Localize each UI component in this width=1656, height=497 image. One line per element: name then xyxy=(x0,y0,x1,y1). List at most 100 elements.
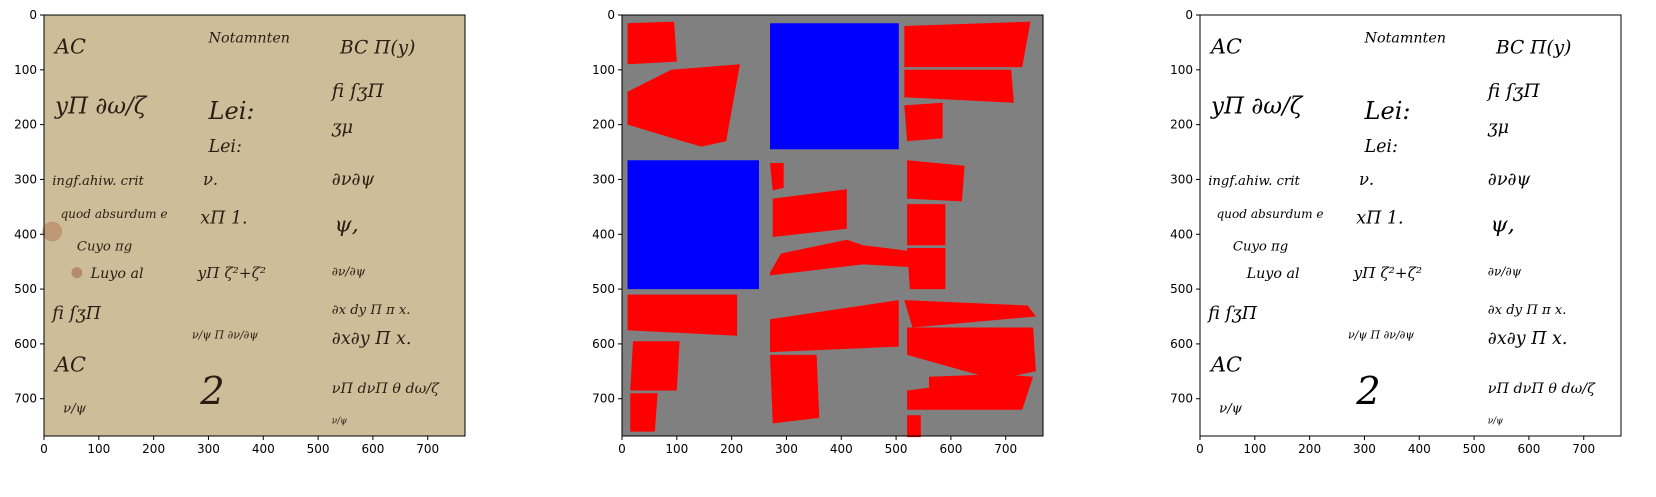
original-x-tick-label: 300 xyxy=(197,442,220,456)
original-axes-frame xyxy=(43,14,466,437)
binarized-handwriting: Lei: xyxy=(1363,97,1410,125)
original-y-tick-label: 300 xyxy=(14,172,37,186)
mask-x-tick-label: 0 xyxy=(618,442,626,456)
mask-axes-frame xyxy=(621,14,1044,437)
original-y-tick-label: 500 xyxy=(14,282,37,296)
binarized-y-tick-label: 400 xyxy=(1170,227,1193,241)
binarized-handwriting: ingf.ahiw. crit xyxy=(1208,174,1300,189)
mask-x-tick-label: 600 xyxy=(939,442,962,456)
binarized-handwriting: νΠ dνΠ θ dω/ζ xyxy=(1488,381,1596,397)
mask-text-region xyxy=(772,189,847,237)
binarized-x-tick-label: 200 xyxy=(1298,442,1321,456)
original-x-tick-label: 600 xyxy=(361,442,384,456)
binarized-handwriting: xΠ 1. xyxy=(1356,208,1403,228)
original-handwriting: ν. xyxy=(203,170,218,189)
original-handwriting: Cuyo πg xyxy=(77,240,132,255)
mask-text-region xyxy=(904,102,943,142)
original-handwriting: BC Π(y) xyxy=(339,37,415,58)
original-handwriting: yΠ ∂ω/ζ xyxy=(54,94,148,120)
original-handwriting: ∂x dy Π π x. xyxy=(332,303,411,318)
original-handwriting: xΠ 1. xyxy=(200,208,247,228)
original-handwriting: Lei: xyxy=(207,137,241,157)
original-y-tick-label: 400 xyxy=(14,227,37,241)
mask-y-tick-label: 200 xyxy=(592,118,615,132)
binarized-y-tick-label: 700 xyxy=(1170,392,1193,406)
mask-text-region xyxy=(907,327,1036,380)
binarized-handwriting: yΠ ζ²+ζ² xyxy=(1352,264,1422,282)
original-handwriting: yΠ ζ²+ζ² xyxy=(196,264,266,282)
binarized-y-tick-label: 300 xyxy=(1170,172,1193,186)
binarized-handwriting: Lei: xyxy=(1363,137,1397,157)
mask-x-tick-label: 100 xyxy=(665,442,688,456)
original-y-tick-label: 100 xyxy=(14,63,37,77)
original-handwriting: quod absurdum e xyxy=(60,207,167,221)
binarized-background xyxy=(1200,15,1621,436)
original-handwriting: Luyo al xyxy=(90,266,144,282)
binarized-output-plot: AC Notamnten BC Π(y) fi ſʒΠ yΠ ∂ω/ζ Lei: Lei: ʒ… xyxy=(1170,8,1622,456)
mask-y-tick-label: 100 xyxy=(592,63,615,77)
binarized-y-tick-label: 200 xyxy=(1170,118,1193,132)
original-handwriting: AC xyxy=(53,34,86,58)
binarized-x-tick-label: 0 xyxy=(1196,442,1204,456)
binarized-handwriting: quod absurdum e xyxy=(1216,207,1323,221)
panel-original-manuscript: AC Notamnten BC Π(y) fi ſʒΠ yΠ ∂ω/ζ Lei: Lei: ʒ… xyxy=(0,0,578,497)
mask-text-region xyxy=(770,163,784,191)
original-handwriting: ν/ψ xyxy=(63,401,86,416)
binarized-y-tick-label: 500 xyxy=(1170,282,1193,296)
panel-binarized-output: AC Notamnten BC Π(y) fi ſʒΠ yΠ ∂ω/ζ Lei: Lei: ʒ… xyxy=(1156,0,1656,497)
mask-text-region xyxy=(904,69,1014,103)
binarized-x-tick-label: 700 xyxy=(1572,442,1595,456)
mask-y-tick-label: 600 xyxy=(592,337,615,351)
binarized-handwriting: fi ſʒΠ xyxy=(1486,81,1541,102)
original-background xyxy=(44,15,465,436)
binarized-handwriting: yΠ ∂ω/ζ xyxy=(1210,94,1304,120)
original-handwriting: ingf.ahiw. crit xyxy=(52,174,144,189)
original-x-tick-label: 200 xyxy=(142,442,165,456)
mask-y-tick-label: 400 xyxy=(592,227,615,241)
mask-text-region xyxy=(904,21,1031,68)
original-handwriting: fi ſʒΠ xyxy=(50,304,102,324)
original-x-tick-label: 500 xyxy=(307,442,330,456)
mask-text-region xyxy=(907,374,1034,410)
mask-text-region xyxy=(627,294,738,336)
mask-text-region xyxy=(770,300,899,353)
binarized-handwriting: AC xyxy=(1209,34,1242,58)
mask-x-tick-label: 200 xyxy=(720,442,743,456)
binarized-handwriting: AC xyxy=(1209,352,1242,376)
original-handwriting: ʒμ xyxy=(331,118,353,138)
binarized-handwriting: fi ſʒΠ xyxy=(1206,304,1258,324)
binarized-handwriting: ν. xyxy=(1359,170,1374,189)
binarized-axes-frame xyxy=(1199,14,1622,437)
original-handwriting: fi ſʒΠ xyxy=(330,81,385,102)
mask-image-region xyxy=(770,23,899,150)
binarized-y-tick-label: 600 xyxy=(1170,337,1193,351)
mask-text-region xyxy=(627,21,677,65)
mask-x-tick-label: 400 xyxy=(830,442,853,456)
binarized-handwriting: ∂ν∂ψ xyxy=(1488,170,1531,190)
binarized-handwriting: ∂x dy Π π x. xyxy=(1488,303,1567,318)
binarized-handwriting: Notamnten xyxy=(1363,30,1446,46)
manuscript-stain xyxy=(42,221,63,242)
binarized-x-tick-label: 400 xyxy=(1408,442,1431,456)
segmentation-mask-plot: 0 100 200 300 400 500 600 700 0 100 200 300 400 500 60… xyxy=(592,8,1044,456)
original-handwriting: ∂ν/∂ψ xyxy=(332,264,366,278)
original-y-tick-label: 0 xyxy=(29,8,37,22)
original-handwriting: νΠ dνΠ θ dω/ζ xyxy=(332,381,440,397)
binarized-handwriting: Luyo al xyxy=(1246,266,1300,282)
original-handwriting: Notamnten xyxy=(207,30,290,46)
mask-x-tick-label: 500 xyxy=(885,442,908,456)
original-handwriting: ∂ν∂ψ xyxy=(332,170,375,190)
original-handwriting: Lei: xyxy=(207,97,254,125)
mask-text-region xyxy=(627,64,740,147)
binarized-x-tick-label: 500 xyxy=(1463,442,1486,456)
mask-x-tick-label: 300 xyxy=(775,442,798,456)
binarized-handwriting: Cuyo πg xyxy=(1233,240,1288,255)
original-y-tick-label: 700 xyxy=(14,392,37,406)
original-y-tick-label: 200 xyxy=(14,118,37,132)
mask-image-region xyxy=(627,160,759,290)
binarized-handwriting: ∂x∂y Π x. xyxy=(1488,329,1568,349)
original-handwriting: 2 xyxy=(199,369,224,414)
binarized-handwriting: BC Π(y) xyxy=(1495,37,1571,58)
original-x-tick-label: 0 xyxy=(40,442,48,456)
mask-text-region xyxy=(907,204,946,246)
